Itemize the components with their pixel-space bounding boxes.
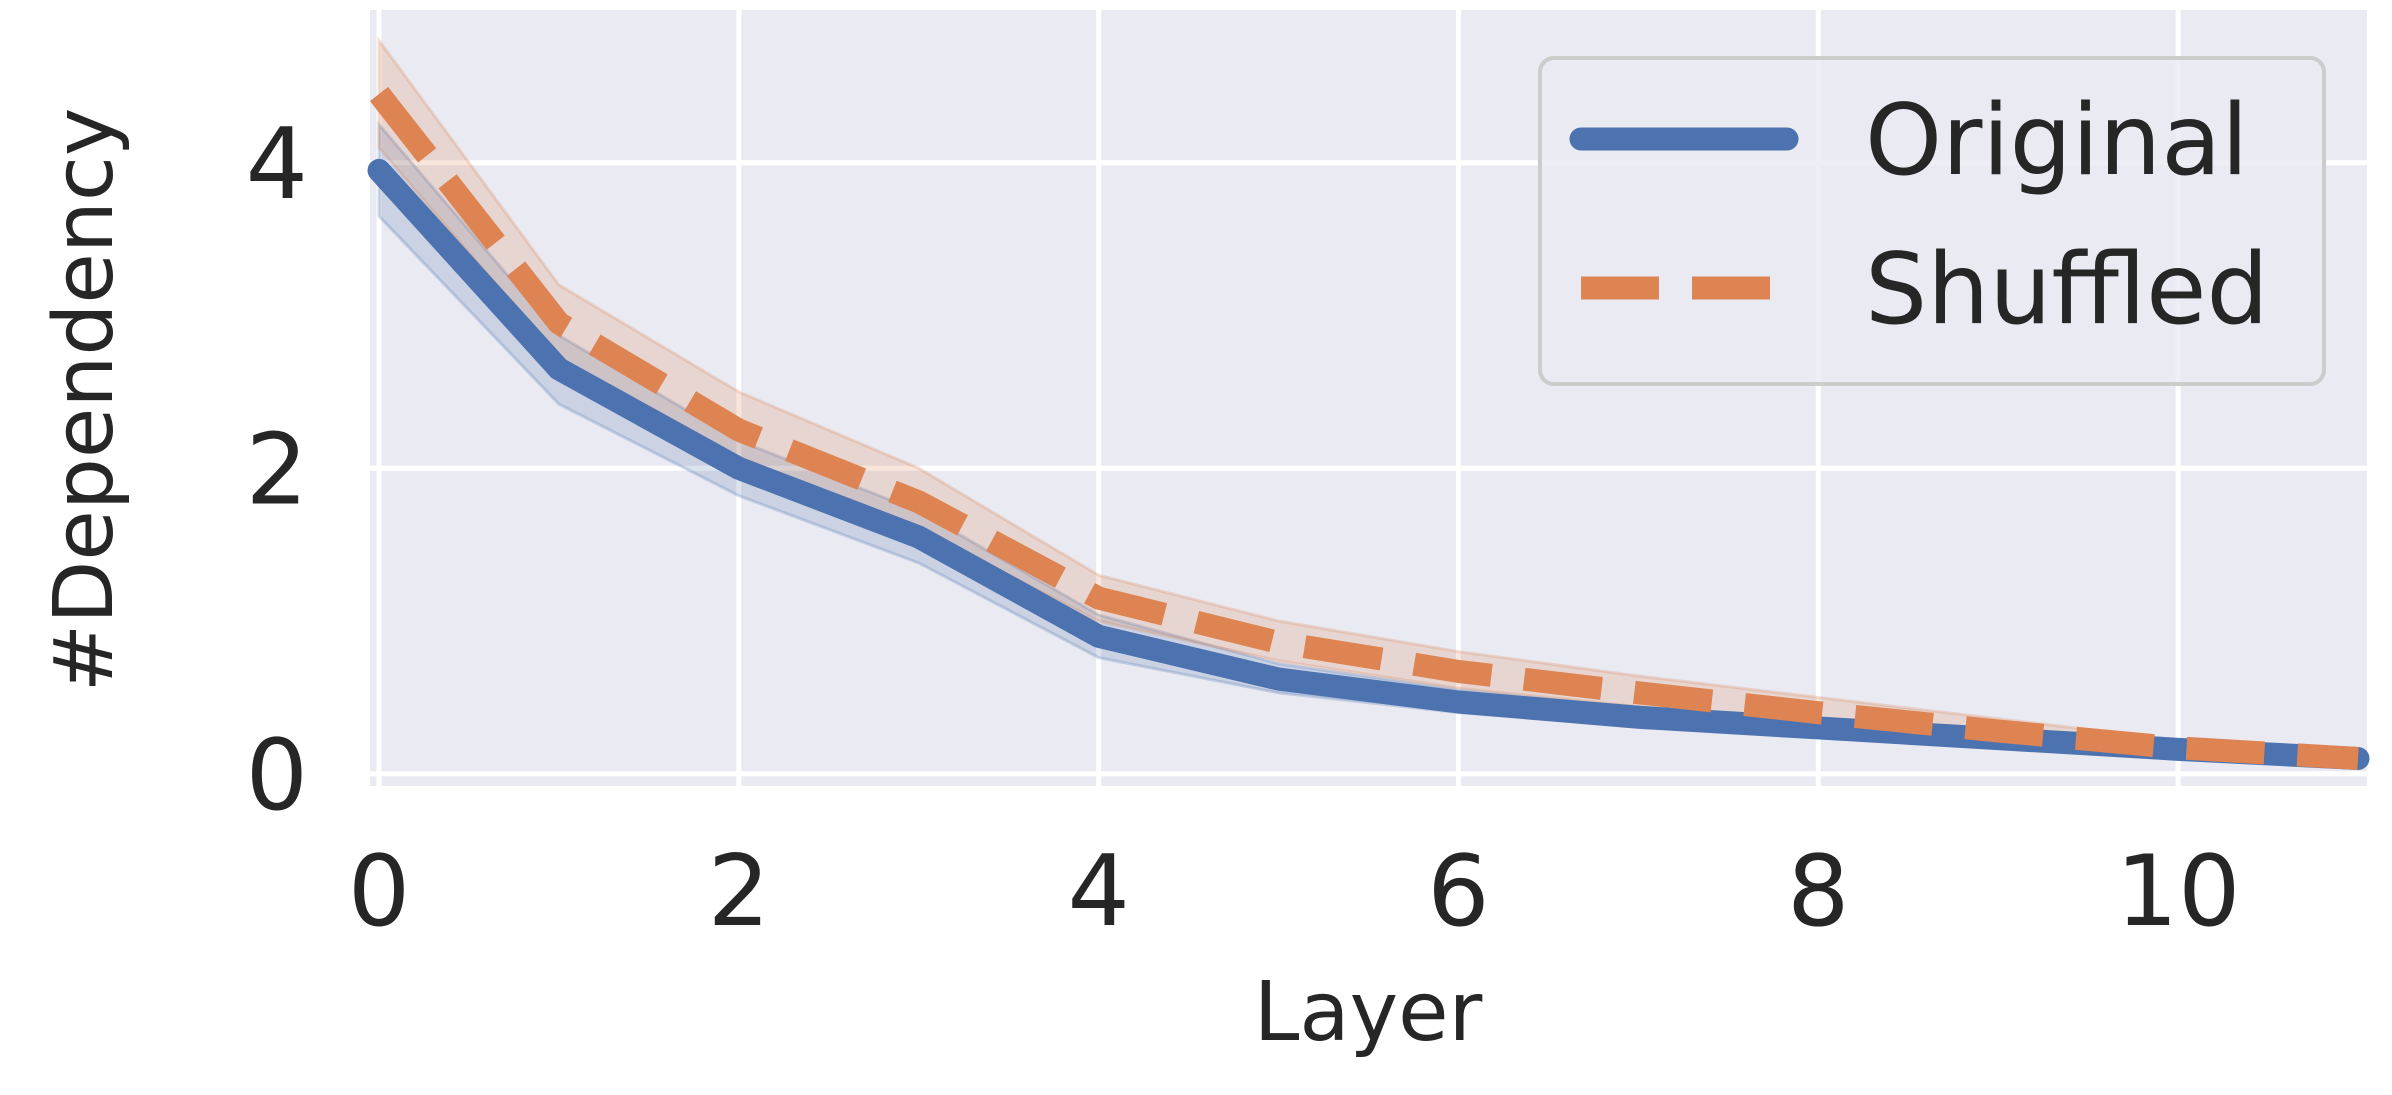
x-tick-label-4: 8 <box>1787 835 1849 949</box>
y-tick-label-2: 4 <box>246 108 308 222</box>
series-lines <box>367 86 2370 771</box>
legend-label-shuffled: Shuffled <box>1865 233 2269 347</box>
x-tick-labels: 0 2 4 6 8 10 <box>348 835 2241 949</box>
x-tick-label-1: 2 <box>708 835 770 949</box>
y-axis-label: #Dependency <box>37 108 132 693</box>
x-tick-label-2: 4 <box>1067 835 1129 949</box>
y-tick-label-0: 0 <box>246 719 308 833</box>
y-tick-label-1: 2 <box>246 413 308 527</box>
x-tick-label-0: 0 <box>348 835 410 949</box>
x-tick-label-3: 6 <box>1427 835 1489 949</box>
legend: Original Shuffled <box>1538 56 2326 386</box>
x-axis-label: Layer <box>1254 965 1483 1060</box>
legend-label-original: Original <box>1865 84 2248 198</box>
x-tick-label-5: 10 <box>2116 835 2241 949</box>
y-tick-labels: 0 2 4 <box>246 108 308 833</box>
series-line-shuffled <box>369 86 2359 770</box>
